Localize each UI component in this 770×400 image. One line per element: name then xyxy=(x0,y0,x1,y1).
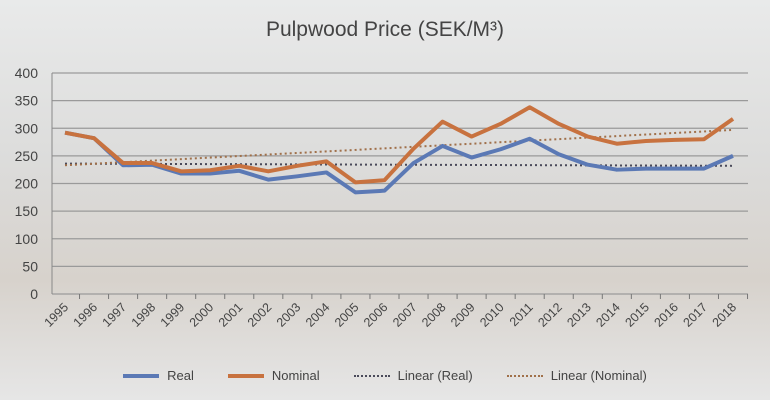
series-line-linear-real- xyxy=(64,162,734,167)
x-tick-label: 2005 xyxy=(332,300,362,330)
x-tick-label: 2013 xyxy=(564,300,594,330)
x-tick-label: 2018 xyxy=(710,300,740,330)
legend-label: Nominal xyxy=(271,368,320,383)
x-tick-label: 2006 xyxy=(361,300,391,330)
x-tick-label: 2010 xyxy=(477,300,507,330)
y-tick-label: 0 xyxy=(30,286,38,302)
x-tick-label: 2009 xyxy=(448,300,478,330)
y-tick-label: 250 xyxy=(15,148,39,164)
legend-swatch xyxy=(506,374,543,377)
x-tick-label: 1996 xyxy=(71,300,101,330)
y-tick-label: 200 xyxy=(15,176,39,192)
legend-swatch xyxy=(123,373,160,378)
x-tick-label: 1997 xyxy=(100,300,130,330)
series-line-nominal xyxy=(64,105,735,185)
legend-item: Linear (Real) xyxy=(353,368,473,383)
y-tick-label: 150 xyxy=(15,203,39,219)
legend-item: Linear (Nominal) xyxy=(506,368,647,383)
x-tick-label: 2014 xyxy=(593,300,623,330)
y-tick-label: 300 xyxy=(15,120,39,136)
y-tick-label: 50 xyxy=(22,258,38,274)
y-tick-label: 350 xyxy=(15,93,39,109)
x-tick-label: 2011 xyxy=(507,300,536,329)
x-tick-label: 2007 xyxy=(390,300,420,330)
chart-title: Pulpwood Price (SEK/M³) xyxy=(265,18,505,41)
legend-item: Nominal xyxy=(227,368,320,383)
legend-label: Linear (Nominal) xyxy=(550,368,647,383)
x-tick-label: 1995 xyxy=(42,300,72,330)
legend-item: Real xyxy=(123,368,194,383)
y-tick-label: 400 xyxy=(15,65,39,81)
x-tick-label: 1999 xyxy=(158,300,188,330)
series-line-real xyxy=(64,130,734,195)
series-line-linear-nominal- xyxy=(64,128,734,167)
x-tick-label: 2015 xyxy=(622,300,652,330)
x-tick-label: 2002 xyxy=(245,300,275,330)
x-tick-label: 2001 xyxy=(216,300,246,330)
x-tick-label: 2000 xyxy=(187,300,217,330)
legend-swatch xyxy=(353,374,390,377)
x-tick-label: 2004 xyxy=(303,300,333,330)
x-tick-label: 2003 xyxy=(274,300,304,330)
y-tick-label: 100 xyxy=(15,231,39,247)
legend: Real Nominal Linear (Real) Linear (Nominal) xyxy=(0,368,770,383)
x-tick-label: 2012 xyxy=(535,300,565,330)
x-tick-label: 1998 xyxy=(129,300,159,330)
legend-swatch xyxy=(227,373,264,378)
x-tick-label: 2017 xyxy=(681,300,711,330)
x-tick-label: 2016 xyxy=(651,300,681,330)
x-tick-label: 2008 xyxy=(419,300,449,330)
legend-label: Linear (Real) xyxy=(397,368,473,383)
legend-label: Real xyxy=(167,368,194,383)
